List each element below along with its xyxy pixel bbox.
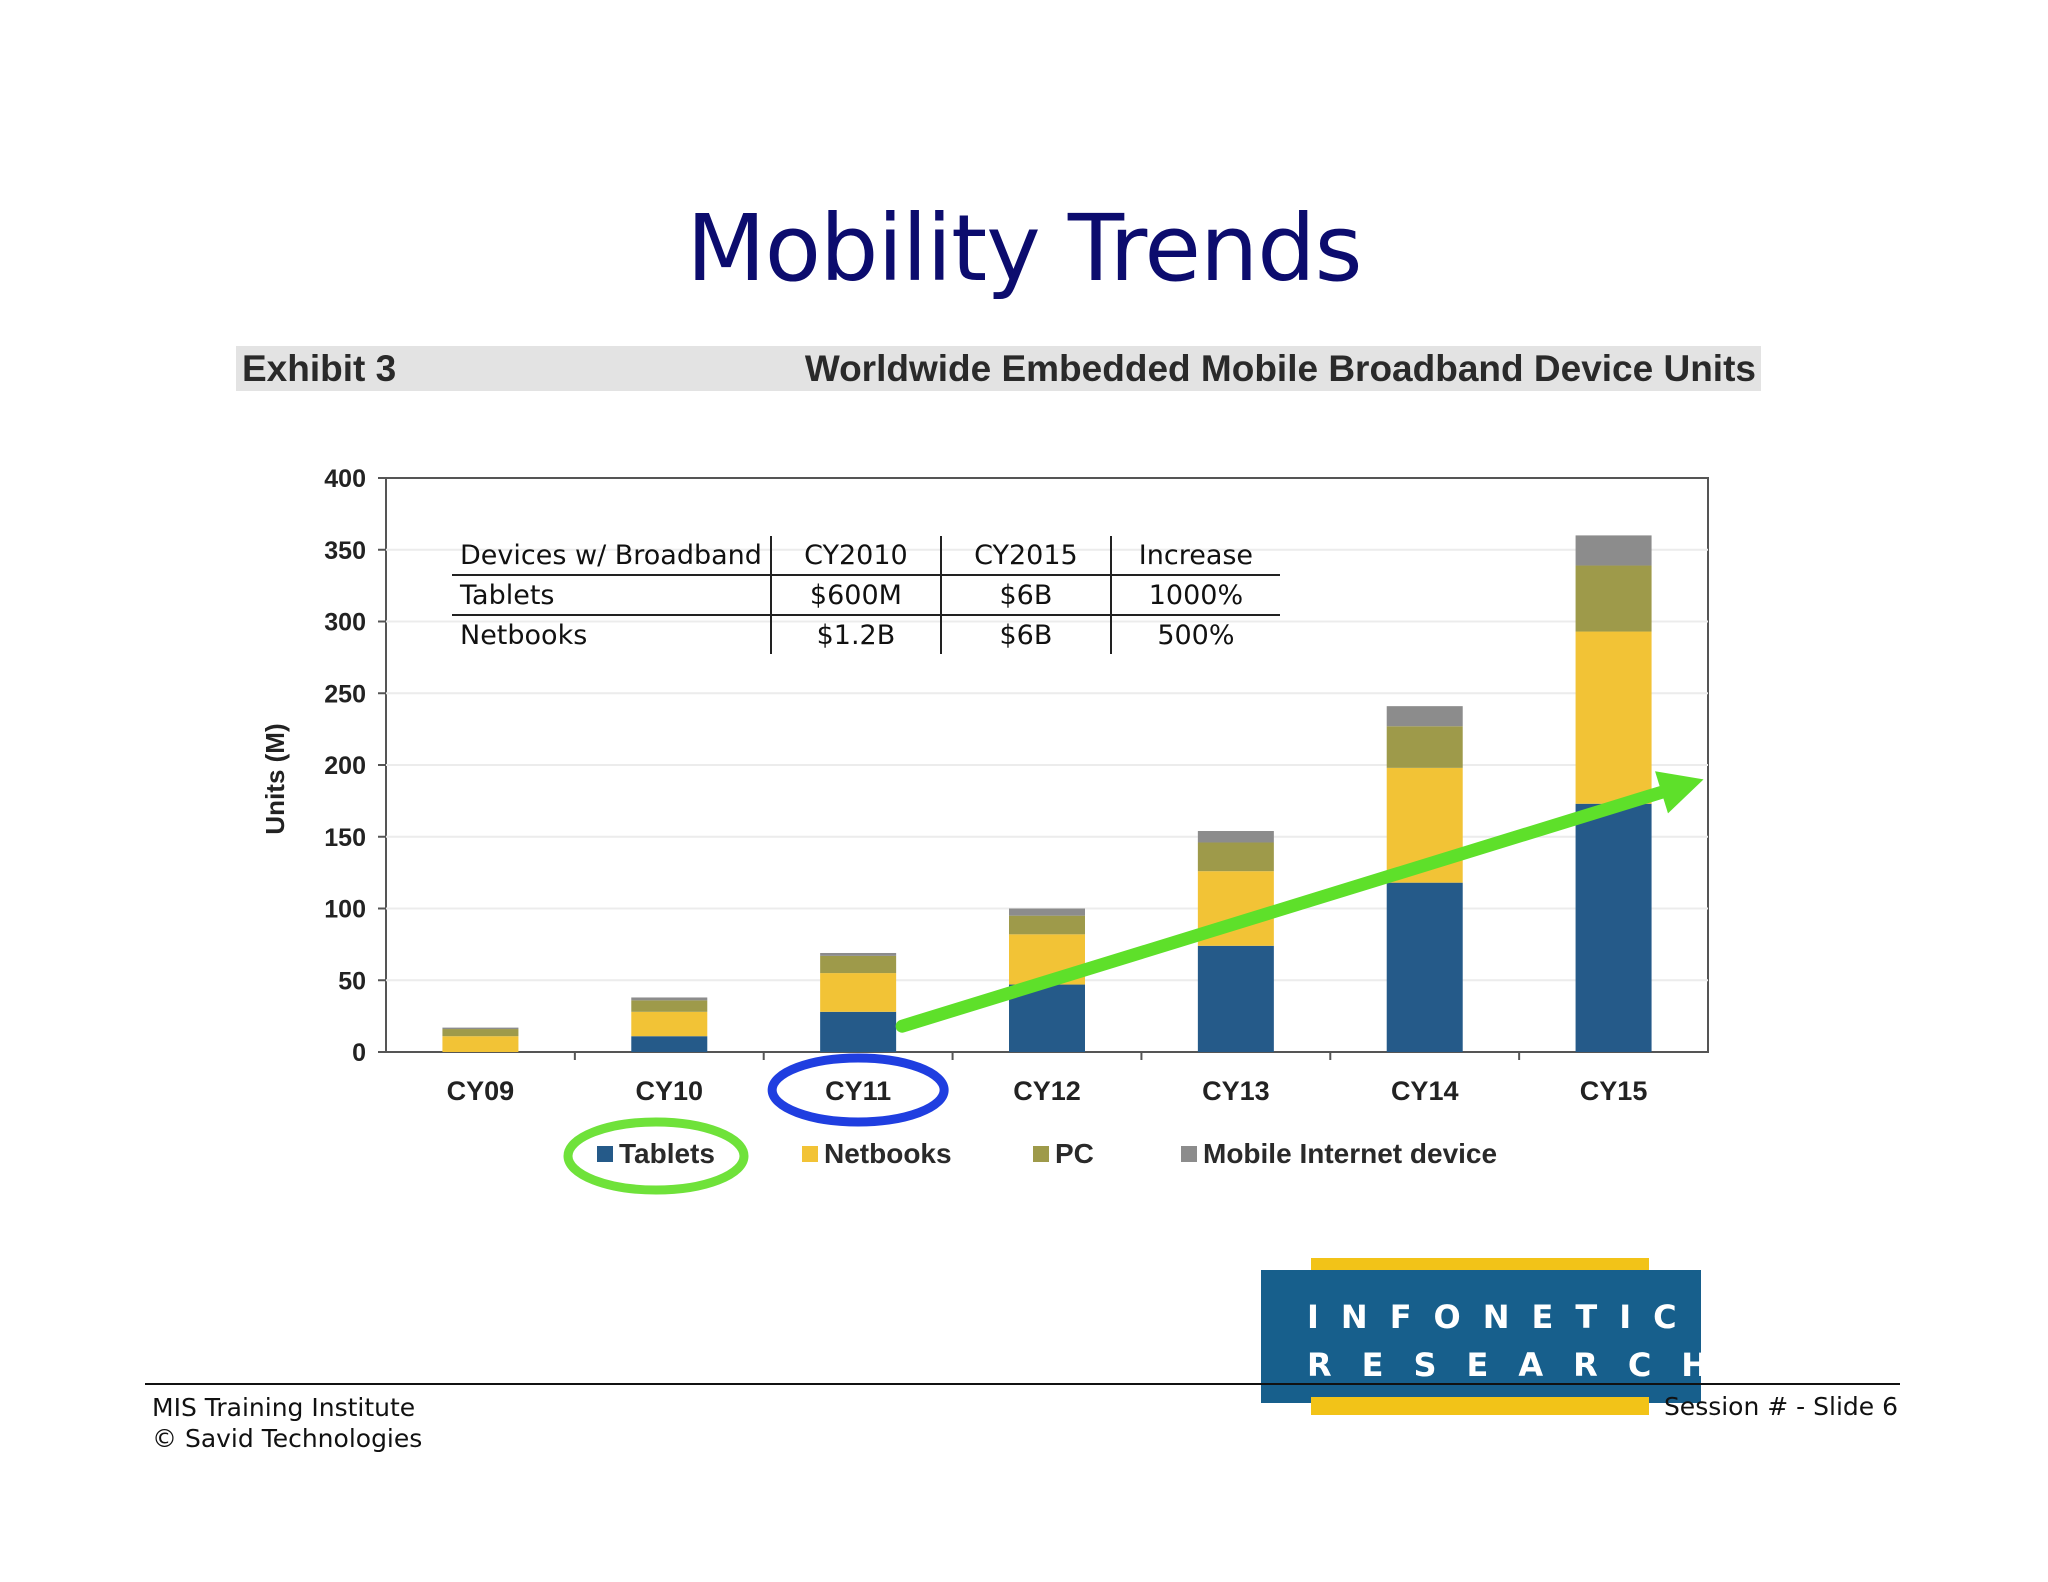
y-tick-label: 300 <box>324 609 366 637</box>
table-row: Netbooks $1.2B $6B 500% <box>452 615 1280 654</box>
logo-body: INFONETICS RESEARCH <box>1261 1270 1722 1403</box>
bar-segment <box>442 1029 519 1037</box>
table-cell: $1.2B <box>769 615 941 654</box>
legend-swatch-mid <box>1181 1146 1197 1162</box>
trend-arrow-head <box>1655 771 1704 814</box>
y-tick-label: 100 <box>324 896 366 924</box>
bar-segment <box>631 1011 708 1037</box>
logo-text-line: INFONETICS <box>1307 1298 1745 1336</box>
bar-segment <box>442 1027 519 1030</box>
logo-text-line: RESEARCH <box>1307 1346 1739 1384</box>
bar-segment <box>820 955 897 974</box>
bar-segment <box>1386 706 1463 727</box>
bar-segment <box>1009 915 1085 935</box>
chart-legend: Tablets Netbooks PC Mobile Internet devi… <box>0 1138 2048 1178</box>
table-cell: Netbooks <box>460 619 588 651</box>
bar-segment <box>631 997 708 1001</box>
bar-segment <box>820 973 897 1012</box>
legend-item-mobile-internet-device: Mobile Internet device <box>1181 1138 1497 1170</box>
bar-segment <box>820 1011 897 1052</box>
table-header-cell: Devices w/ Broadband <box>452 536 771 576</box>
footer-left: MIS Training Institute © Savid Technolog… <box>152 1392 422 1454</box>
bar-segment <box>1386 726 1463 768</box>
bar-segment <box>1575 631 1652 804</box>
y-tick-label: 200 <box>324 752 366 780</box>
infonetics-logo: INFONETICS RESEARCH <box>1261 1258 1722 1415</box>
y-axis-label: Units (M) <box>260 723 290 834</box>
legend-item-pc: PC <box>1033 1138 1094 1170</box>
bar-segment <box>1575 565 1652 632</box>
legend-label: PC <box>1055 1138 1094 1169</box>
legend-label: Mobile Internet device <box>1203 1138 1498 1169</box>
bar-segment <box>631 1000 708 1012</box>
y-tick-label: 250 <box>324 680 366 708</box>
legend-swatch-tablets <box>597 1146 613 1162</box>
exhibit-header-bar <box>236 346 1761 391</box>
bar-segment <box>1009 908 1085 916</box>
broadband-data-table: Devices w/ Broadband CY2010 CY2015 Incre… <box>452 536 1280 654</box>
x-tick-label: CY10 <box>636 1076 704 1106</box>
x-tick-label: CY12 <box>1013 1076 1081 1106</box>
table-cell: 500% <box>1109 615 1280 654</box>
bar-segment <box>631 1036 708 1052</box>
bar-segment <box>1197 842 1274 872</box>
highlight-ellipse-cy11 <box>767 1053 949 1127</box>
y-tick-label: 350 <box>324 537 366 565</box>
legend-item-netbooks: Netbooks <box>802 1138 952 1170</box>
legend-item-tablets: Tablets <box>597 1138 715 1170</box>
bar-segment <box>1197 945 1274 1052</box>
table-cell: $600M <box>769 575 941 616</box>
x-tick-label: CY09 <box>447 1076 515 1106</box>
x-tick-label: CY13 <box>1202 1076 1270 1106</box>
x-tick-label: CY15 <box>1580 1076 1648 1106</box>
table-row: Tablets $600M $6B 1000% <box>452 575 1280 616</box>
bar-segment <box>442 1036 519 1052</box>
slide-title: Mobility Trends <box>686 195 1362 302</box>
bar-segment <box>820 952 897 956</box>
y-tick-label: 50 <box>338 967 366 995</box>
table-header-cell: CY2015 <box>939 536 1111 576</box>
table-cell: 1000% <box>1109 575 1280 616</box>
bar-segment <box>1197 831 1274 843</box>
y-tick-label: 150 <box>324 824 366 852</box>
table-header-cell: Increase <box>1109 536 1280 576</box>
highlight-ellipse-tablets <box>563 1117 749 1195</box>
y-tick-label: 400 <box>324 465 366 493</box>
exhibit-title: Worldwide Embedded Mobile Broadband Devi… <box>804 348 1756 389</box>
x-tick-label: CY14 <box>1391 1076 1459 1106</box>
footer-divider <box>145 1383 1900 1385</box>
table-header-cell: CY2010 <box>769 536 941 576</box>
footer-institute: MIS Training Institute <box>152 1393 416 1422</box>
legend-label: Tablets <box>619 1138 715 1169</box>
footer-copyright: © Savid Technologies <box>152 1424 423 1453</box>
logo-stripe <box>1311 1397 1649 1415</box>
trend-arrow-shaft <box>895 785 1669 1033</box>
table-cell: Tablets <box>452 575 771 616</box>
legend-label: Netbooks <box>824 1138 952 1169</box>
y-tick-label: 0 <box>352 1039 366 1067</box>
exhibit-label: Exhibit 3 <box>242 348 397 389</box>
x-tick-label: CY11 <box>825 1076 891 1106</box>
legend-swatch-netbooks <box>802 1146 818 1162</box>
bar-segment <box>1386 882 1463 1052</box>
footer-slide-number: Session # - Slide 6 <box>1663 1392 1898 1421</box>
table-cell: $6B <box>939 575 1111 616</box>
table-header-row: Devices w/ Broadband CY2010 CY2015 Incre… <box>452 536 1280 576</box>
bar-segment <box>1575 803 1652 1052</box>
legend-swatch-pc <box>1033 1146 1049 1162</box>
table-cell: $6B <box>939 615 1111 654</box>
bar-segment <box>1575 535 1652 566</box>
